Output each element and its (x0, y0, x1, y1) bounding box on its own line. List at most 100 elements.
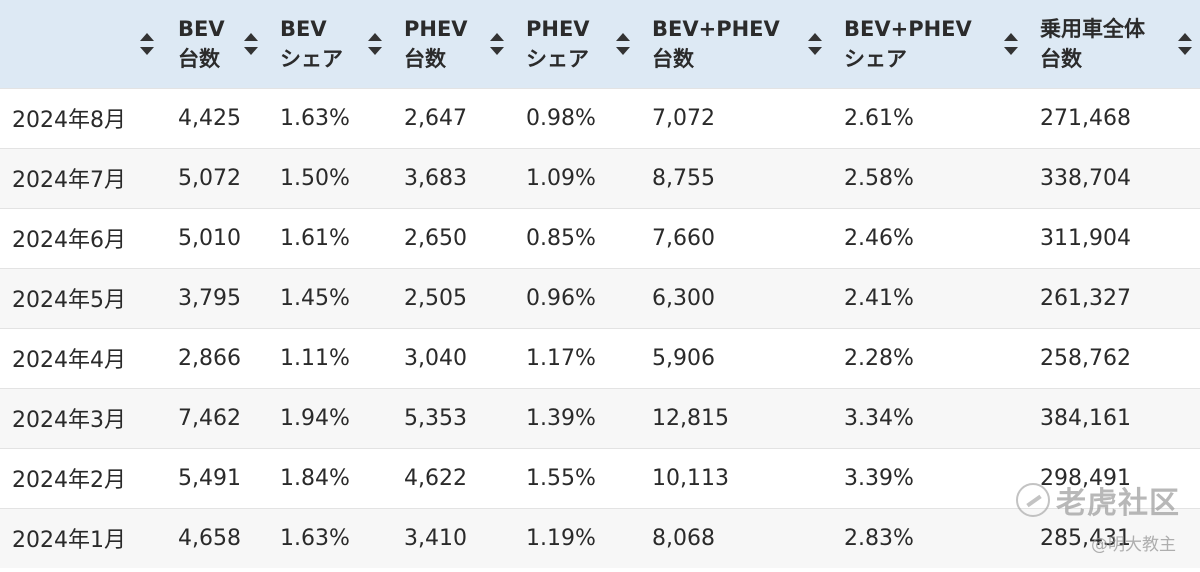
all-cars-units-cell: 384,161 (1040, 405, 1131, 431)
ev-total-share-cell: 3.39% (844, 465, 914, 491)
phev-units-cell: 3,683 (404, 165, 467, 191)
month-cell: 2024年7月 (12, 168, 126, 193)
month-cell: 2024年6月 (12, 228, 126, 253)
ev-total-share-cell: 2.61% (844, 105, 914, 131)
column-header-phev-share[interactable]: PHEV シェア (512, 0, 638, 88)
ev-total-units-cell: 7,072 (652, 105, 715, 131)
header-line-1: BEV (178, 16, 225, 41)
column-header-bev-units[interactable]: BEV 台数 (164, 0, 266, 88)
phev-share-cell: 1.19% (526, 525, 596, 551)
all-cars-units-cell: 258,762 (1040, 345, 1131, 371)
header-line-2: 台数 (1040, 46, 1082, 71)
header-line-2: シェア (526, 46, 589, 71)
month-cell: 2024年3月 (12, 408, 126, 433)
sort-icon[interactable] (1004, 32, 1018, 55)
ev-total-share-cell: 2.83% (844, 525, 914, 551)
sort-icon[interactable] (616, 32, 630, 55)
table-row: 2024年3月 7,462 1.94% 5,353 1.39% 12,815 3.34% 38… (0, 388, 1200, 448)
header-line-1: PHEV (404, 16, 468, 41)
table-row: 2024年1月 4,658 1.63% 3,410 1.19% 8,068 2.83% 285… (0, 508, 1200, 568)
bev-units-cell: 5,491 (178, 465, 241, 491)
ev-total-share-cell: 2.58% (844, 165, 914, 191)
month-cell: 2024年2月 (12, 468, 126, 493)
phev-share-cell: 0.96% (526, 285, 596, 311)
bev-units-cell: 7,462 (178, 405, 241, 431)
column-header-all-cars-units[interactable]: 乗用車全体 台数 (1026, 0, 1200, 88)
header-line-2: シェア (280, 46, 343, 71)
header-line-1: BEV (280, 16, 327, 41)
sort-icon[interactable] (368, 32, 382, 55)
month-cell: 2024年1月 (12, 528, 126, 554)
column-header-phev-units[interactable]: PHEV 台数 (390, 0, 512, 88)
ev-total-units-cell: 8,755 (652, 165, 715, 191)
bev-units-cell: 3,795 (178, 285, 241, 311)
all-cars-units-cell: 271,468 (1040, 105, 1131, 131)
column-header-bev-share[interactable]: BEV シェア (266, 0, 390, 88)
table-row: 2024年7月 5,072 1.50% 3,683 1.09% 8,755 2.58% 338… (0, 148, 1200, 208)
column-header-ev-total-units[interactable]: BEV+PHEV 台数 (638, 0, 830, 88)
ev-total-units-cell: 8,068 (652, 525, 715, 551)
phev-units-cell: 3,040 (404, 345, 467, 371)
bev-share-cell: 1.61% (280, 225, 350, 251)
ev-total-share-cell: 3.34% (844, 405, 914, 431)
sort-icon[interactable] (1178, 32, 1192, 55)
header-line-1: BEV+PHEV (844, 16, 972, 41)
bev-units-cell: 5,072 (178, 165, 241, 191)
month-cell: 2024年4月 (12, 348, 126, 373)
header-line-1: PHEV (526, 16, 590, 41)
all-cars-units-cell: 285,431 (1040, 525, 1131, 551)
header-line-2: 台数 (652, 46, 694, 71)
ev-total-units-cell: 12,815 (652, 405, 729, 431)
ev-total-units-cell: 6,300 (652, 285, 715, 311)
ev-total-units-cell: 10,113 (652, 465, 729, 491)
phev-share-cell: 1.55% (526, 465, 596, 491)
ev-total-share-cell: 2.46% (844, 225, 914, 251)
header-line-2: シェア (844, 46, 907, 71)
month-cell: 2024年5月 (12, 288, 126, 313)
table-row: 2024年2月 5,491 1.84% 4,622 1.55% 10,113 3.39% 29… (0, 448, 1200, 508)
table-row: 2024年4月 2,866 1.11% 3,040 1.17% 5,906 2.28% 258… (0, 328, 1200, 388)
bev-units-cell: 4,658 (178, 525, 241, 551)
table-header-row: BEV 台数 BEV シェア PHEV 台数 PHEV シェア BEV+PHEV (0, 0, 1200, 88)
bev-units-cell: 4,425 (178, 105, 241, 131)
all-cars-units-cell: 261,327 (1040, 285, 1131, 311)
column-header-month[interactable] (0, 0, 164, 88)
all-cars-units-cell: 311,904 (1040, 225, 1131, 251)
sort-icon[interactable] (244, 32, 258, 55)
bev-share-cell: 1.11% (280, 345, 350, 371)
phev-units-cell: 4,622 (404, 465, 467, 491)
bev-share-cell: 1.63% (280, 525, 350, 551)
bev-share-cell: 1.50% (280, 165, 350, 191)
bev-share-cell: 1.45% (280, 285, 350, 311)
header-line-2: 台数 (404, 46, 446, 71)
bev-units-cell: 2,866 (178, 345, 241, 371)
table-row: 2024年6月 5,010 1.61% 2,650 0.85% 7,660 2.46% 311… (0, 208, 1200, 268)
phev-units-cell: 2,647 (404, 105, 467, 131)
phev-units-cell: 5,353 (404, 405, 467, 431)
phev-units-cell: 2,505 (404, 285, 467, 311)
ev-total-units-cell: 7,660 (652, 225, 715, 251)
ev-total-units-cell: 5,906 (652, 345, 715, 371)
bev-share-cell: 1.63% (280, 105, 350, 131)
header-line-1: BEV+PHEV (652, 16, 780, 41)
watermark-user: @明大教主 (1091, 535, 1176, 555)
phev-share-cell: 1.17% (526, 345, 596, 371)
header-line-1: 乗用車全体 (1040, 16, 1145, 41)
sort-icon[interactable] (140, 32, 154, 55)
all-cars-units-cell: 338,704 (1040, 165, 1131, 191)
bev-units-cell: 5,010 (178, 225, 241, 251)
phev-share-cell: 0.98% (526, 105, 596, 131)
bev-share-cell: 1.94% (280, 405, 350, 431)
phev-units-cell: 2,650 (404, 225, 467, 251)
sort-icon[interactable] (490, 32, 504, 55)
all-cars-units-cell: 298,491 (1040, 465, 1131, 491)
table-row: 2024年5月 3,795 1.45% 2,505 0.96% 6,300 2.41% 261… (0, 268, 1200, 328)
column-header-ev-total-share[interactable]: BEV+PHEV シェア (830, 0, 1026, 88)
bev-share-cell: 1.84% (280, 465, 350, 491)
table-row: 2024年8月 4,425 1.63% 2,647 0.98% 7,072 2.61% 271… (0, 88, 1200, 148)
ev-total-share-cell: 2.28% (844, 345, 914, 371)
phev-share-cell: 1.09% (526, 165, 596, 191)
sort-icon[interactable] (808, 32, 822, 55)
phev-share-cell: 1.39% (526, 405, 596, 431)
